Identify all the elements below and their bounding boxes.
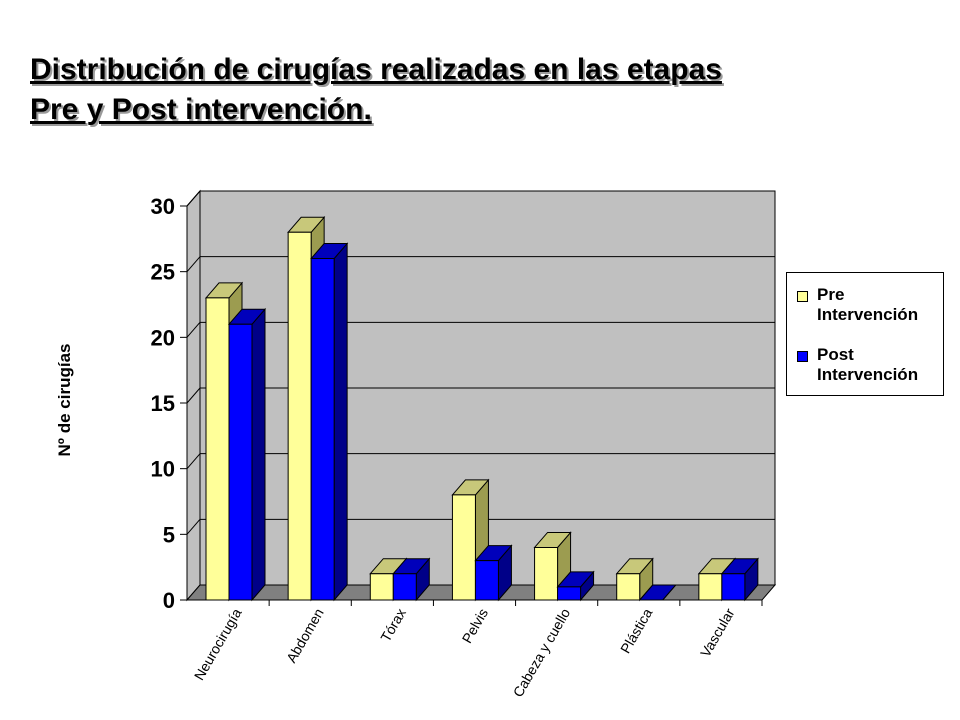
chart-title: Distribución de cirugías realizadas en l… bbox=[30, 50, 930, 130]
bar-front-face bbox=[228, 323, 253, 601]
bar-side-face bbox=[333, 242, 348, 602]
title-line-1: Distribución de cirugías realizadas en l… bbox=[30, 53, 722, 86]
gridline-side bbox=[186, 322, 201, 338]
gridline-side bbox=[186, 387, 201, 404]
bar-side-face bbox=[251, 307, 266, 602]
y-tick-label: 15 bbox=[151, 391, 175, 416]
x-tick-label: Vascular bbox=[697, 605, 738, 660]
bar-front-face bbox=[287, 231, 312, 601]
bar-front-face bbox=[616, 573, 641, 601]
bar-post-0 bbox=[227, 307, 267, 602]
bar-front-face bbox=[392, 573, 417, 601]
bar-front-face bbox=[369, 573, 394, 601]
bar-front-face bbox=[205, 297, 230, 601]
bar-post-5 bbox=[638, 584, 677, 601]
chart-legend: Pre Intervención Post Intervención bbox=[786, 272, 944, 396]
x-tick-label: Abdomen bbox=[283, 606, 327, 666]
gridline-side bbox=[186, 190, 201, 207]
y-tick-label: 30 bbox=[151, 194, 175, 219]
y-axis-title: Nº de cirugías bbox=[55, 344, 74, 457]
y-tick-label: 20 bbox=[151, 325, 175, 350]
bar-post-3 bbox=[474, 544, 513, 602]
bar-post-2 bbox=[392, 557, 431, 602]
bar-post-1 bbox=[310, 242, 349, 602]
legend-label-pre-line2: Intervención bbox=[817, 305, 919, 324]
bar-post-6 bbox=[720, 557, 759, 602]
legend-swatch-post bbox=[797, 351, 808, 362]
gridline-side bbox=[186, 453, 201, 469]
y-tick-label: 0 bbox=[163, 588, 175, 613]
legend-label-post-line2: Intervención bbox=[817, 365, 919, 384]
bar-top-face bbox=[638, 584, 677, 601]
legend-label-pre-line1: Pre bbox=[817, 285, 845, 304]
legend-label-post-line1: Post bbox=[817, 345, 854, 364]
title-line-2: Pre y Post intervención. bbox=[30, 93, 372, 126]
x-tick-label: Cabeza y cuello bbox=[510, 605, 574, 699]
bar-front-face bbox=[698, 573, 723, 601]
x-tick-label: Plástica bbox=[617, 605, 655, 656]
bar-front-face bbox=[474, 560, 499, 601]
bar-front-face bbox=[451, 494, 476, 601]
y-tick-label: 25 bbox=[151, 260, 175, 285]
x-tick-label: Tórax bbox=[377, 606, 409, 645]
gridline-side bbox=[186, 256, 201, 272]
bar-front-face bbox=[534, 546, 559, 601]
bar-front-face bbox=[721, 573, 746, 601]
y-tick-label: 10 bbox=[151, 457, 175, 482]
legend-swatch-pre bbox=[797, 291, 808, 302]
bar-front-face bbox=[557, 586, 582, 601]
gridline-side bbox=[186, 519, 201, 535]
x-tick-label: Neurocirugía bbox=[191, 605, 245, 683]
bar-post-4 bbox=[556, 570, 595, 602]
y-tick-label: 5 bbox=[163, 522, 175, 547]
bar-front-face bbox=[310, 258, 335, 601]
x-tick-label: Pelvis bbox=[459, 606, 492, 646]
